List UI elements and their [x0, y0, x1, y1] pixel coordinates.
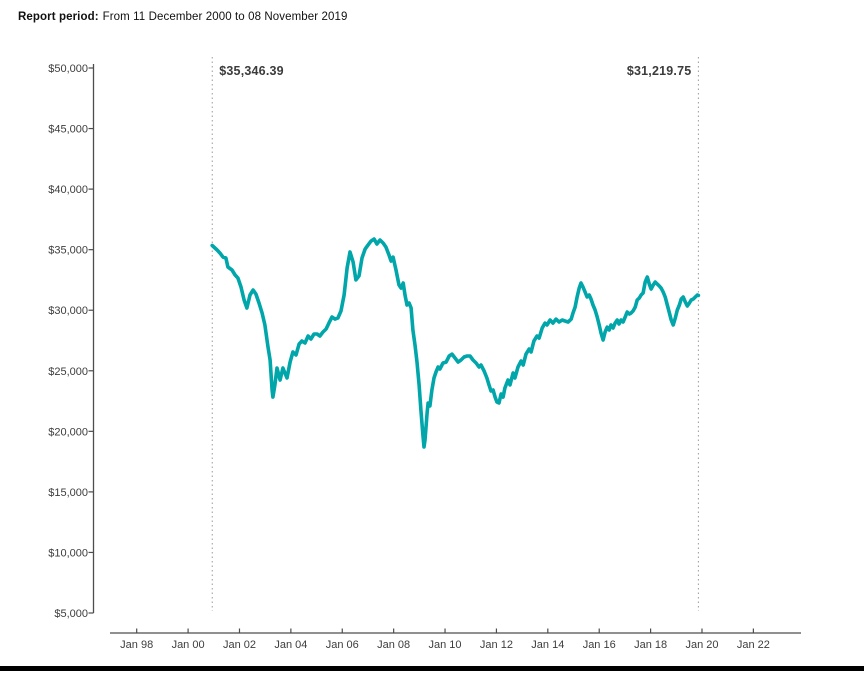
x-tick-label: Jan 22 — [737, 639, 770, 651]
y-tick-label: $20,000 — [48, 426, 88, 438]
y-tick-label: $25,000 — [48, 366, 88, 378]
period-end-value-annotation: $31,219.75 — [626, 64, 692, 78]
y-tick-label: $50,000 — [48, 63, 88, 75]
y-tick-label: $10,000 — [48, 547, 88, 559]
x-tick-label: Jan 08 — [377, 639, 410, 651]
x-tick-label: Jan 02 — [223, 639, 256, 651]
x-tick-label: Jan 14 — [531, 639, 564, 651]
y-tick-label: $30,000 — [48, 305, 88, 317]
report-period-label: Report period: — [18, 11, 99, 23]
x-tick-label: Jan 98 — [120, 639, 153, 651]
period-start-value-annotation: $35,346.39 — [219, 64, 284, 78]
x-tick-label: Jan 10 — [429, 639, 462, 651]
x-tick-label: Jan 04 — [274, 639, 307, 651]
x-tick-label: Jan 18 — [634, 639, 667, 651]
x-tick-label: Jan 12 — [480, 639, 513, 651]
x-tick-label: Jan 16 — [583, 639, 616, 651]
x-tick-label: Jan 06 — [326, 639, 359, 651]
y-tick-label: $5,000 — [54, 608, 88, 620]
y-tick-label: $15,000 — [48, 487, 88, 499]
portfolio-value-line — [210, 237, 701, 449]
x-tick-label: Jan 00 — [172, 639, 205, 651]
x-tick-label: Jan 20 — [685, 639, 718, 651]
report-period: Report period: From 11 December 2000 to 0… — [18, 11, 348, 23]
y-tick-label: $35,000 — [48, 245, 88, 257]
y-tick-label: $45,000 — [48, 124, 88, 136]
y-tick-label: $40,000 — [48, 184, 88, 196]
report-period-value: From 11 December 2000 to 08 November 201… — [102, 11, 348, 23]
page-bottom-border — [0, 666, 864, 671]
